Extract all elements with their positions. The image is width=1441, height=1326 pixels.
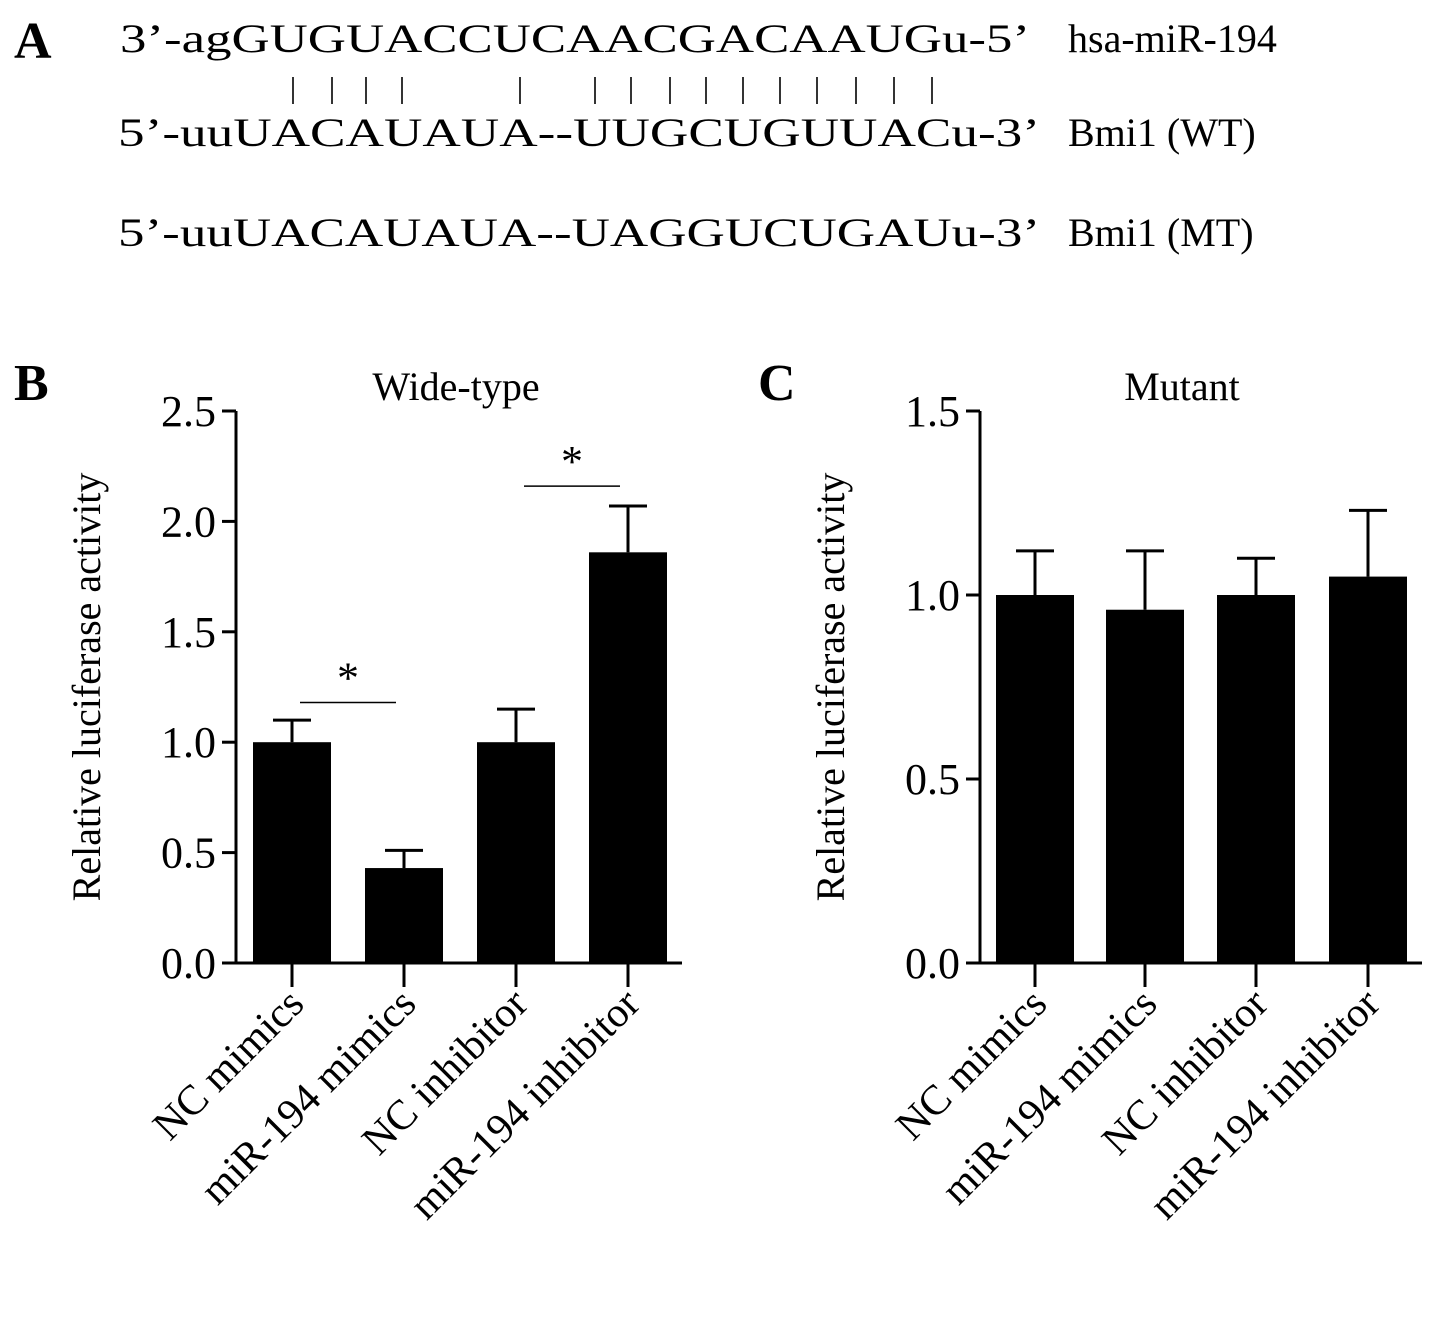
- significance-label: *: [337, 653, 359, 702]
- y-axis-label: Relative luciferase activity: [64, 473, 109, 902]
- mirna-sequence: 3’-agGUGUACCUCAACGACAAUGu-5’: [120, 16, 1030, 61]
- y-tick-label: 0.0: [161, 939, 216, 988]
- y-tick-label: 2.0: [161, 497, 216, 546]
- y-tick-label: 2.5: [161, 387, 216, 436]
- y-tick-label: 0.5: [905, 755, 960, 804]
- wt-label: Bmi1 (WT): [1068, 110, 1256, 155]
- bar: [477, 742, 555, 963]
- y-axis-label: Relative luciferase activity: [808, 473, 853, 902]
- bar: [1106, 609, 1184, 963]
- y-tick-label: 1.0: [905, 571, 960, 620]
- significance-label: *: [561, 437, 583, 486]
- bar: [365, 868, 443, 963]
- panel-letter: C: [758, 355, 796, 412]
- chart-title: Mutant: [1124, 364, 1240, 409]
- y-tick-label: 1.5: [161, 608, 216, 657]
- mirna-label: hsa-miR-194: [1068, 16, 1277, 61]
- wt-sequence: 5’-uuUACAUAUA--UUGCUGUUACu-3’: [118, 110, 1040, 155]
- bar: [1217, 595, 1295, 963]
- panel-a: A 3’-agGUGUACCUCAACGACAAUGu-5’ hsa-miR-1…: [14, 13, 1277, 255]
- panel-a-letter: A: [14, 13, 52, 70]
- bar: [589, 552, 667, 963]
- chart-title: Wide-type: [372, 364, 539, 409]
- bar: [996, 595, 1074, 963]
- bar: [253, 742, 331, 963]
- mt-label: Bmi1 (MT): [1068, 210, 1254, 255]
- mt-sequence: 5’-uuUACAUAUA--UAGGUCUGAUu-3’: [118, 210, 1040, 255]
- y-tick-label: 0.5: [161, 829, 216, 878]
- y-tick-label: 1.5: [905, 387, 960, 436]
- chart-mutant: C Mutant Relative luciferase activity 0.0 0.…: [758, 355, 1422, 1228]
- base-pairing-marks: [292, 77, 933, 104]
- panel-letter: B: [14, 355, 49, 412]
- chart-wild-type: B Wide-type Relative luciferase activity 0.…: [14, 355, 682, 1228]
- y-tick-label: 0.0: [905, 939, 960, 988]
- y-tick-label: 1.0: [161, 718, 216, 767]
- bar: [1329, 576, 1407, 963]
